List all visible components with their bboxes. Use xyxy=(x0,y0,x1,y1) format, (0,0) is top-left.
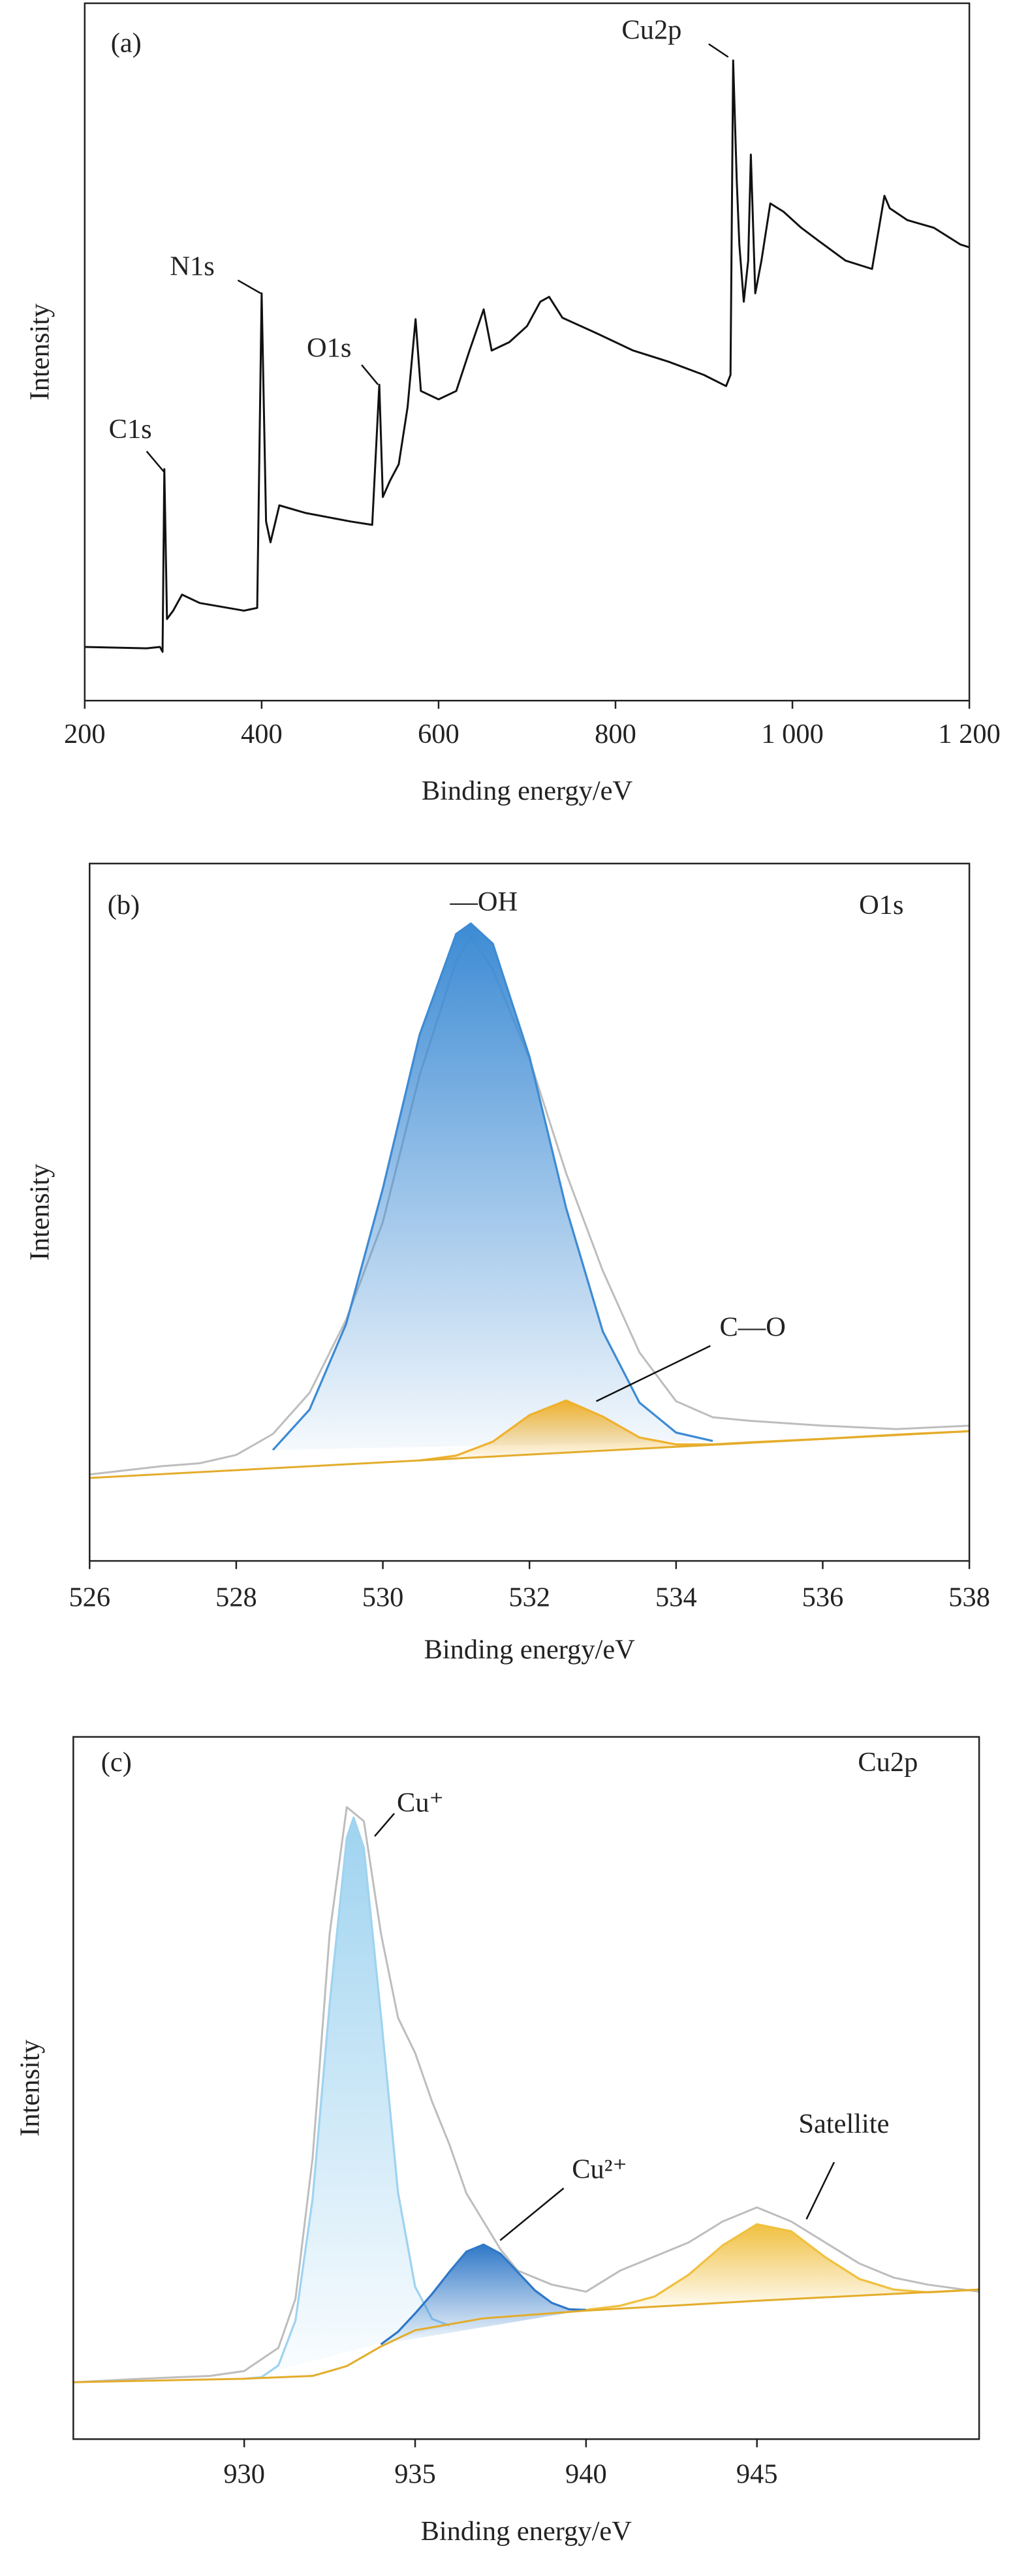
panel-label: (c) xyxy=(101,1747,132,1778)
annotation: O1s xyxy=(307,332,351,363)
y-axis-label: Intensity xyxy=(25,303,55,400)
x-tick-label: 1 200 xyxy=(938,719,1000,749)
peak-fill xyxy=(419,1400,970,1461)
plot-area xyxy=(89,922,970,1479)
spectrum-line xyxy=(585,2223,980,2312)
leader-line xyxy=(805,2161,835,2220)
spectrum-line xyxy=(89,1430,970,1479)
panel-label: (a) xyxy=(111,28,142,59)
x-tick-label: 526 xyxy=(69,1582,110,1613)
annotation: C1s xyxy=(109,414,152,445)
y-axis-label: Intensity xyxy=(15,2039,46,2136)
x-tick-label: 600 xyxy=(418,719,459,749)
x-tick-label: 400 xyxy=(241,719,283,749)
panel: Cu⁺ Cu²⁺ Satellite 930 935 940 945 Binding ener… xyxy=(15,1736,980,2547)
annotation: N1s xyxy=(170,251,214,282)
annotation: O1s xyxy=(859,890,903,920)
x-tick-label: 536 xyxy=(802,1582,844,1613)
x-tick-label: 945 xyxy=(736,2458,778,2489)
spectrum-line xyxy=(272,922,713,1451)
spectrum-line xyxy=(380,2243,586,2346)
leader-line xyxy=(596,1345,711,1402)
x-tick-label: 538 xyxy=(948,1582,990,1613)
annotation: Cu2p xyxy=(621,15,681,46)
x-tick-label: 200 xyxy=(64,719,106,749)
x-axis-label: Binding energy/eV xyxy=(422,776,633,806)
x-tick-label: 940 xyxy=(565,2458,607,2489)
spectrum-line xyxy=(84,59,970,653)
spectrum-line xyxy=(244,1816,450,2380)
peak-fill xyxy=(273,923,713,1451)
spectrum-line xyxy=(73,2288,980,2383)
panel: 200 400 600 800 1 000 1 200 Binding energy/eV I… xyxy=(25,2,1001,806)
spectrum-line xyxy=(73,1806,980,2383)
y-axis-label: Intensity xyxy=(25,1163,55,1261)
panel-label: (b) xyxy=(108,890,140,920)
x-axis-label: Binding energy/eV xyxy=(421,2516,632,2547)
peak-label: —OH xyxy=(449,887,518,917)
leader-line xyxy=(361,364,379,385)
x-tick-label: 800 xyxy=(595,719,636,749)
peak-fill xyxy=(585,2224,980,2310)
peak-label: Satellite xyxy=(798,2109,889,2139)
panel: —OH C—O 526 528 530 532 534 536 538 Binding energ… xyxy=(25,862,990,1665)
peak-label: Cu²⁺ xyxy=(572,2154,627,2185)
leader-line xyxy=(146,450,166,473)
x-tick-label: 532 xyxy=(508,1582,550,1613)
peak-fill xyxy=(381,2244,586,2345)
peak-label: C—O xyxy=(719,1312,785,1342)
annotation: Cu2p xyxy=(858,1747,918,1778)
frame xyxy=(84,2,971,702)
x-tick-label: 930 xyxy=(223,2458,265,2489)
peak-label: Cu⁺ xyxy=(397,1787,444,1818)
x-tick-label: 1 000 xyxy=(761,719,823,749)
peak-fill xyxy=(244,1817,450,2379)
x-tick-label: 528 xyxy=(215,1582,257,1613)
x-tick-label: 935 xyxy=(394,2458,436,2489)
leader-line xyxy=(237,279,261,294)
frame xyxy=(72,1736,980,2440)
x-tick-label: 530 xyxy=(362,1582,404,1613)
leader-line xyxy=(499,2188,565,2241)
plot-area xyxy=(73,1806,980,2383)
leader-line xyxy=(708,43,729,58)
x-tick-label: 534 xyxy=(655,1582,697,1613)
plot-area xyxy=(84,59,970,653)
x-axis-label: Binding energy/eV xyxy=(424,1635,636,1665)
leader-line xyxy=(374,1813,395,1837)
